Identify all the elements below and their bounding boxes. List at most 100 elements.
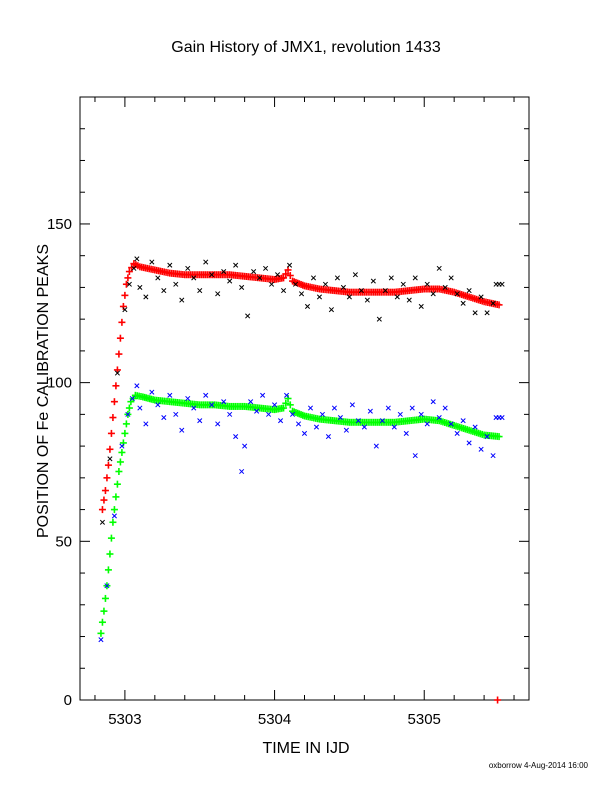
data-point <box>364 297 370 303</box>
data-point <box>197 418 203 424</box>
x-tick-label: 5304 <box>258 711 291 728</box>
data-point <box>295 421 302 427</box>
data-point <box>101 487 109 495</box>
data-point <box>283 392 290 398</box>
y-tick-label: 50 <box>55 533 72 550</box>
data-point <box>397 411 403 417</box>
data-point <box>385 405 391 411</box>
data-point <box>442 405 448 411</box>
y-axis-label: POSITION OF Fe CALIBRATION PEAKS <box>35 244 52 538</box>
data-point <box>282 399 290 407</box>
data-point <box>394 294 400 300</box>
data-point <box>245 313 251 319</box>
data-point <box>495 301 503 309</box>
data-point <box>280 274 288 282</box>
data-point <box>167 262 173 268</box>
data-point <box>203 392 209 398</box>
data-point <box>272 402 278 408</box>
data-point <box>101 594 109 602</box>
data-point <box>269 281 275 287</box>
data-point <box>499 414 505 421</box>
data-point <box>103 474 111 482</box>
data-point <box>260 392 266 398</box>
data-point <box>406 297 412 303</box>
data-point <box>355 418 361 424</box>
data-point <box>436 265 442 271</box>
data-point <box>304 303 311 310</box>
data-point <box>104 583 110 589</box>
data-point <box>316 294 323 300</box>
x-tick-label: 5303 <box>108 711 141 728</box>
data-point <box>248 399 254 405</box>
data-point <box>409 405 415 411</box>
data-point <box>373 443 379 449</box>
data-point <box>280 288 287 294</box>
data-point <box>370 278 376 284</box>
data-point <box>179 427 185 433</box>
series-3 <box>98 383 505 643</box>
data-point <box>121 291 129 299</box>
x-tick-labels: 5303 5304 5305 <box>108 711 441 728</box>
data-point <box>215 291 221 297</box>
data-point <box>322 281 329 287</box>
data-point <box>346 294 352 300</box>
data-point <box>215 421 221 427</box>
data-point <box>209 272 215 278</box>
data-point <box>361 424 367 430</box>
y-tick-label: 0 <box>64 692 72 709</box>
data-point <box>340 284 346 290</box>
data-point <box>129 395 135 402</box>
data-point <box>301 430 308 436</box>
data-point <box>143 294 149 300</box>
data-point <box>251 268 257 275</box>
data-point <box>134 383 140 389</box>
data-point <box>289 411 296 417</box>
data-point <box>114 370 120 376</box>
data-point <box>367 408 373 414</box>
data-point <box>155 402 161 408</box>
data-point <box>197 288 203 294</box>
data-point <box>203 259 209 265</box>
data-point <box>478 446 484 452</box>
data-point <box>122 307 128 313</box>
data-point <box>221 268 227 275</box>
data-point <box>424 421 430 427</box>
data-point <box>111 513 117 519</box>
data-point <box>334 275 340 281</box>
data-point <box>137 405 143 411</box>
data-point <box>430 399 436 405</box>
data-point <box>124 274 132 282</box>
data-point <box>104 461 112 469</box>
data-point <box>191 405 197 411</box>
data-point <box>412 453 418 459</box>
data-point <box>227 278 233 284</box>
data-point <box>448 421 454 427</box>
data-point <box>110 398 118 406</box>
data-point <box>282 270 290 278</box>
data-point <box>115 467 123 475</box>
data-point <box>298 291 305 297</box>
data-point <box>266 411 272 417</box>
data-point <box>233 434 239 440</box>
data-point <box>349 402 355 408</box>
y-tick-labels: 0 50 100 150 <box>47 216 72 709</box>
data-point <box>284 266 292 274</box>
y-tick-label: 150 <box>47 216 72 233</box>
data-point <box>490 300 496 306</box>
data-point <box>185 395 191 402</box>
data-point <box>454 430 460 436</box>
data-point <box>119 443 125 449</box>
data-point <box>109 518 117 526</box>
footer-credit: oxborrow 4-Aug-2014 16:00 <box>489 761 589 770</box>
data-point <box>403 430 409 436</box>
data-point <box>125 268 133 276</box>
data-point <box>109 414 117 422</box>
data-point <box>358 288 364 294</box>
data-point <box>257 275 263 281</box>
data-point <box>286 262 293 268</box>
data-point <box>263 265 269 271</box>
data-point <box>191 275 197 281</box>
data-point <box>286 401 294 409</box>
data-point <box>221 399 227 405</box>
data-point <box>448 275 454 281</box>
